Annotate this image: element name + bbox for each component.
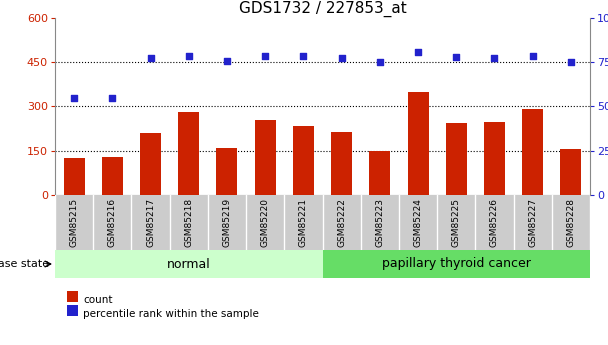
Point: [69, 95, 79, 100]
Bar: [293, 126, 314, 195]
Bar: [140, 133, 161, 195]
Text: GSM85226: GSM85226: [490, 198, 499, 247]
Bar: [55, 250, 322, 278]
Text: GSM85225: GSM85225: [452, 198, 461, 247]
Bar: [102, 157, 123, 195]
Point: [413, 49, 423, 55]
Text: GSM85222: GSM85222: [337, 198, 346, 247]
Bar: [407, 92, 429, 195]
Bar: [255, 120, 275, 195]
Text: percentile rank within the sample: percentile rank within the sample: [83, 309, 259, 319]
Bar: [369, 151, 390, 195]
Text: GSM85216: GSM85216: [108, 198, 117, 247]
Point: [528, 53, 537, 59]
Text: GSM85218: GSM85218: [184, 198, 193, 247]
Text: papillary thyroid cancer: papillary thyroid cancer: [382, 257, 531, 270]
Bar: [484, 122, 505, 195]
Point: [260, 53, 270, 59]
Text: count: count: [83, 295, 112, 305]
Bar: [64, 158, 85, 195]
Text: GSM85227: GSM85227: [528, 198, 537, 247]
Point: [375, 59, 385, 65]
Text: disease state: disease state: [0, 259, 49, 269]
Title: GDS1732 / 227853_at: GDS1732 / 227853_at: [238, 0, 406, 17]
Text: GSM85219: GSM85219: [223, 198, 232, 247]
Point: [566, 59, 576, 65]
Text: GSM85228: GSM85228: [567, 198, 575, 247]
Bar: [178, 112, 199, 195]
Text: GSM85217: GSM85217: [146, 198, 155, 247]
Point: [184, 53, 193, 59]
Bar: [331, 131, 352, 195]
Bar: [216, 148, 238, 195]
Bar: [446, 123, 467, 195]
Point: [146, 55, 156, 61]
Text: GSM85220: GSM85220: [261, 198, 270, 247]
Text: GSM85215: GSM85215: [69, 198, 78, 247]
Point: [489, 55, 499, 61]
Point: [222, 58, 232, 63]
Point: [108, 95, 117, 100]
Bar: [322, 250, 590, 278]
Bar: [561, 149, 581, 195]
Point: [337, 55, 347, 61]
Text: normal: normal: [167, 257, 210, 270]
Bar: [522, 109, 543, 195]
Point: [451, 54, 461, 60]
Point: [299, 53, 308, 59]
Text: GSM85223: GSM85223: [375, 198, 384, 247]
Text: GSM85221: GSM85221: [299, 198, 308, 247]
Text: GSM85224: GSM85224: [413, 198, 423, 247]
